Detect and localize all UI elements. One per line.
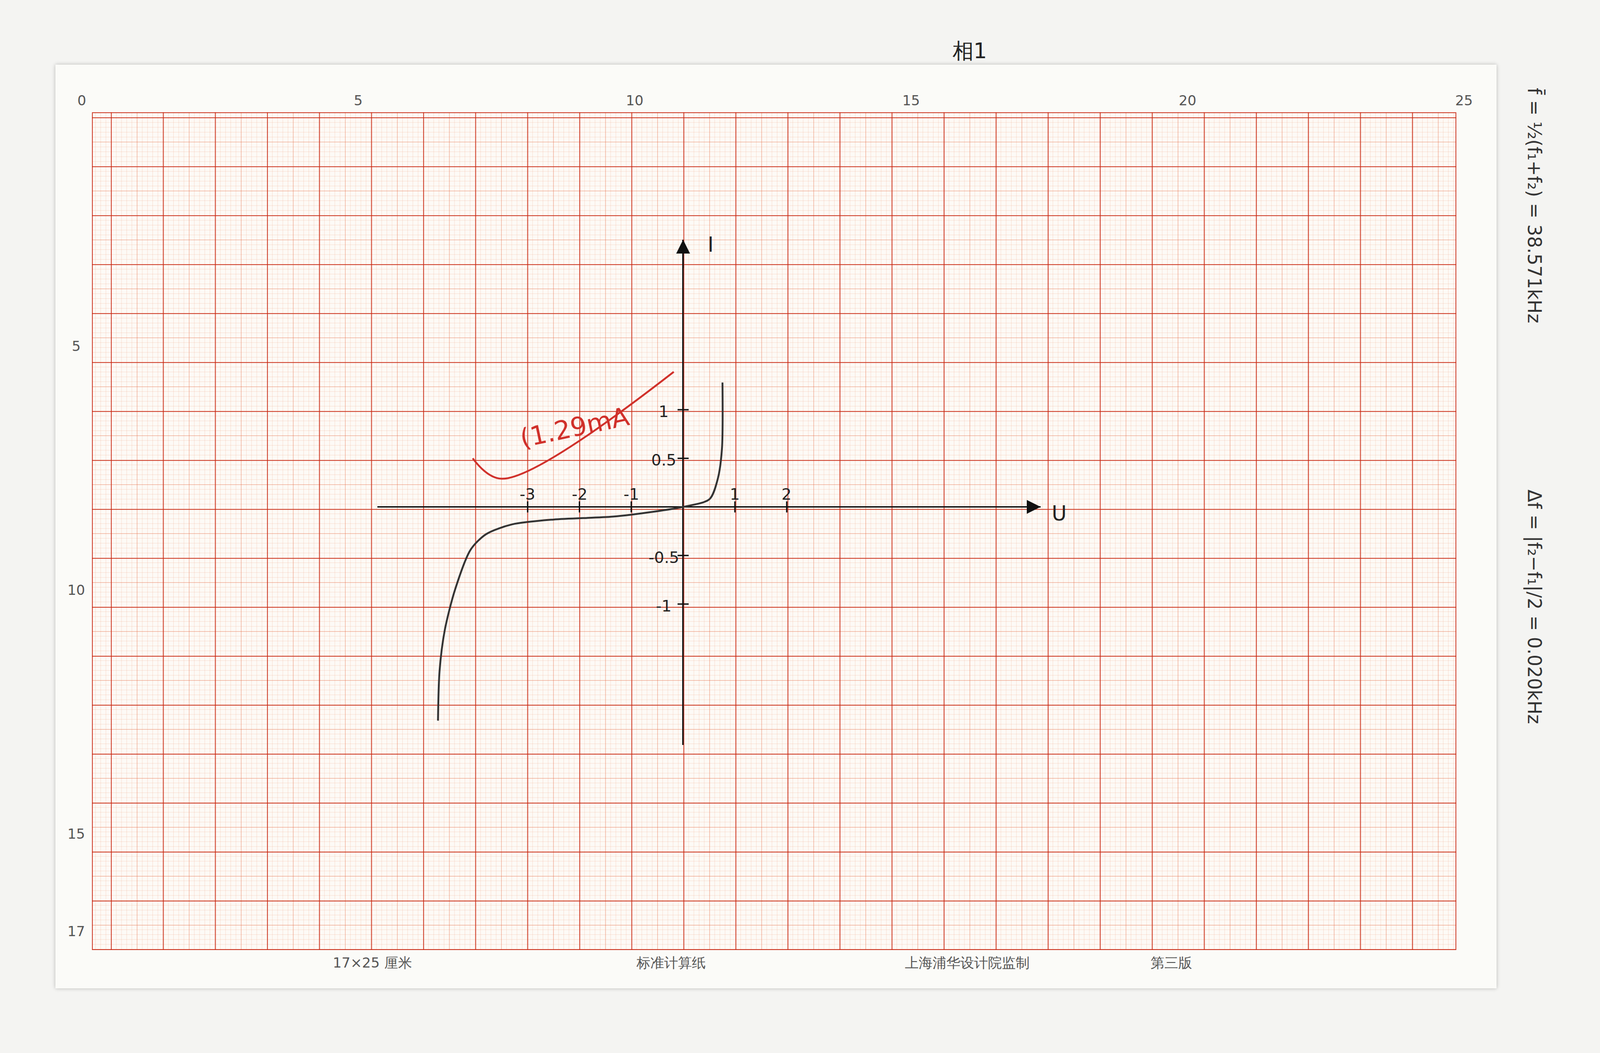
html-text:f̄ = ½(f₁+f₂) = 38.571kHz: f̄ = ½(f₁+f₂) = 38.571kHz [1523, 87, 1546, 324]
html-text:10: 10 [625, 92, 644, 109]
svg-text:-1: -1 [623, 484, 640, 504]
svg-text:-3: -3 [519, 484, 536, 504]
html-text:10: 10 [67, 581, 86, 598]
html-text:15: 15 [902, 92, 920, 109]
svg-text:相1: 相1 [952, 38, 988, 64]
html-text:20: 20 [1178, 92, 1197, 109]
html-text:17×25 厘米: 17×25 厘米 [332, 954, 412, 971]
svg-text:-1: -1 [655, 596, 672, 616]
html-text:17: 17 [67, 923, 86, 940]
html-text:5: 5 [71, 337, 81, 355]
html-text:25: 25 [1455, 92, 1473, 109]
svg-text:1: 1 [729, 484, 740, 504]
svg-text:-2: -2 [571, 484, 588, 504]
html-text:第三版: 第三版 [1150, 954, 1193, 971]
html-text:标准计算纸: 标准计算纸 [636, 954, 706, 971]
svg-text:0.5: 0.5 [651, 450, 677, 470]
html-text:15: 15 [67, 825, 86, 842]
svg-text:I: I [707, 232, 714, 257]
html-text:5: 5 [353, 92, 363, 109]
svg-text:1: 1 [658, 402, 669, 421]
svg-text:U: U [1051, 501, 1067, 526]
html-text:Δf = |f₂−f₁|/2 = 0.020kHz: Δf = |f₂−f₁|/2 = 0.020kHz [1523, 489, 1546, 725]
svg-text:-0.5: -0.5 [648, 548, 679, 567]
html-text:0: 0 [77, 92, 87, 109]
html-text:上海浦华设计院监制: 上海浦华设计院监制 [904, 954, 1030, 971]
svg-text:2: 2 [781, 484, 792, 504]
svg-text:(1.29mA: (1.29mA [517, 401, 632, 454]
